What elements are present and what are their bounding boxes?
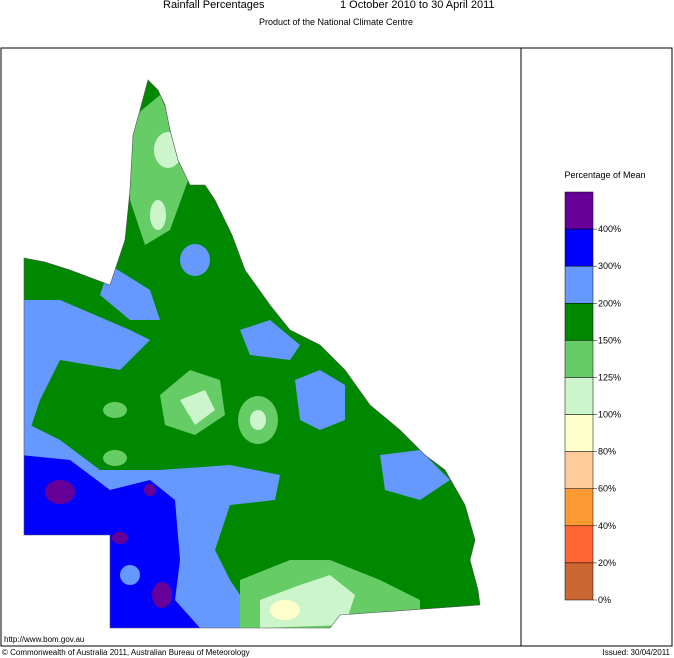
legend-swatch: [564, 303, 594, 341]
region-200: [120, 565, 140, 585]
legend-swatch: [564, 488, 594, 527]
legend-label: 300%: [598, 261, 621, 271]
region-400: [144, 484, 156, 496]
legend-label: 150%: [598, 335, 621, 345]
region-400: [112, 532, 128, 544]
legend-swatch: [564, 414, 594, 452]
legend-swatch: [564, 377, 594, 415]
legend: 400% 300% 200% 150% 125% 100% 80% 60% 40% 20% 0%: [564, 191, 621, 605]
region-125: [103, 450, 127, 466]
copyright: © Commonwealth of Australia 2011, Austra…: [2, 648, 250, 657]
legend-swatch: [564, 228, 594, 267]
issued: Issued: 30/04/2011: [603, 648, 671, 657]
region-200: [295, 370, 345, 430]
legend-swatch: [564, 340, 594, 378]
legend-label: 0%: [598, 595, 611, 605]
region-125: [103, 402, 127, 418]
legend-label: 200%: [598, 298, 621, 308]
map-title: Rainfall Percentages: [163, 0, 265, 11]
region-200: [180, 244, 210, 276]
legend-swatch: [564, 525, 594, 564]
url: http://www.bom.gov.au: [4, 635, 84, 644]
region-80: [270, 600, 300, 620]
legend-swatch: [564, 191, 594, 230]
region-100: [180, 390, 215, 425]
legend-label: 20%: [598, 558, 616, 568]
legend-label: 100%: [598, 410, 621, 420]
region-400: [152, 582, 172, 608]
region-200: [100, 265, 160, 320]
state-outline: [23, 79, 481, 629]
legend-label: 400%: [598, 224, 621, 234]
region-200: [240, 320, 300, 360]
legend-label: 60%: [598, 484, 616, 494]
region-100: [154, 132, 182, 168]
region-400: [45, 480, 75, 504]
legend-swatch: [564, 562, 594, 601]
subtitle: Product of the National Climate Centre: [259, 17, 413, 27]
legend-label: 40%: [598, 521, 616, 531]
rainfall-map: [24, 80, 480, 628]
legend-title: Percentage of Mean: [564, 170, 645, 180]
legend-swatch: [564, 451, 594, 489]
region-200: [24, 300, 150, 430]
region-100: [150, 200, 166, 230]
region-200: [380, 450, 450, 500]
region-100: [250, 410, 266, 430]
legend-label: 125%: [598, 372, 621, 382]
legend-label: 80%: [598, 447, 616, 457]
period: 1 October 2010 to 30 April 2011: [340, 0, 495, 11]
frame: [0, 47, 673, 647]
legend-swatch: [564, 265, 594, 304]
